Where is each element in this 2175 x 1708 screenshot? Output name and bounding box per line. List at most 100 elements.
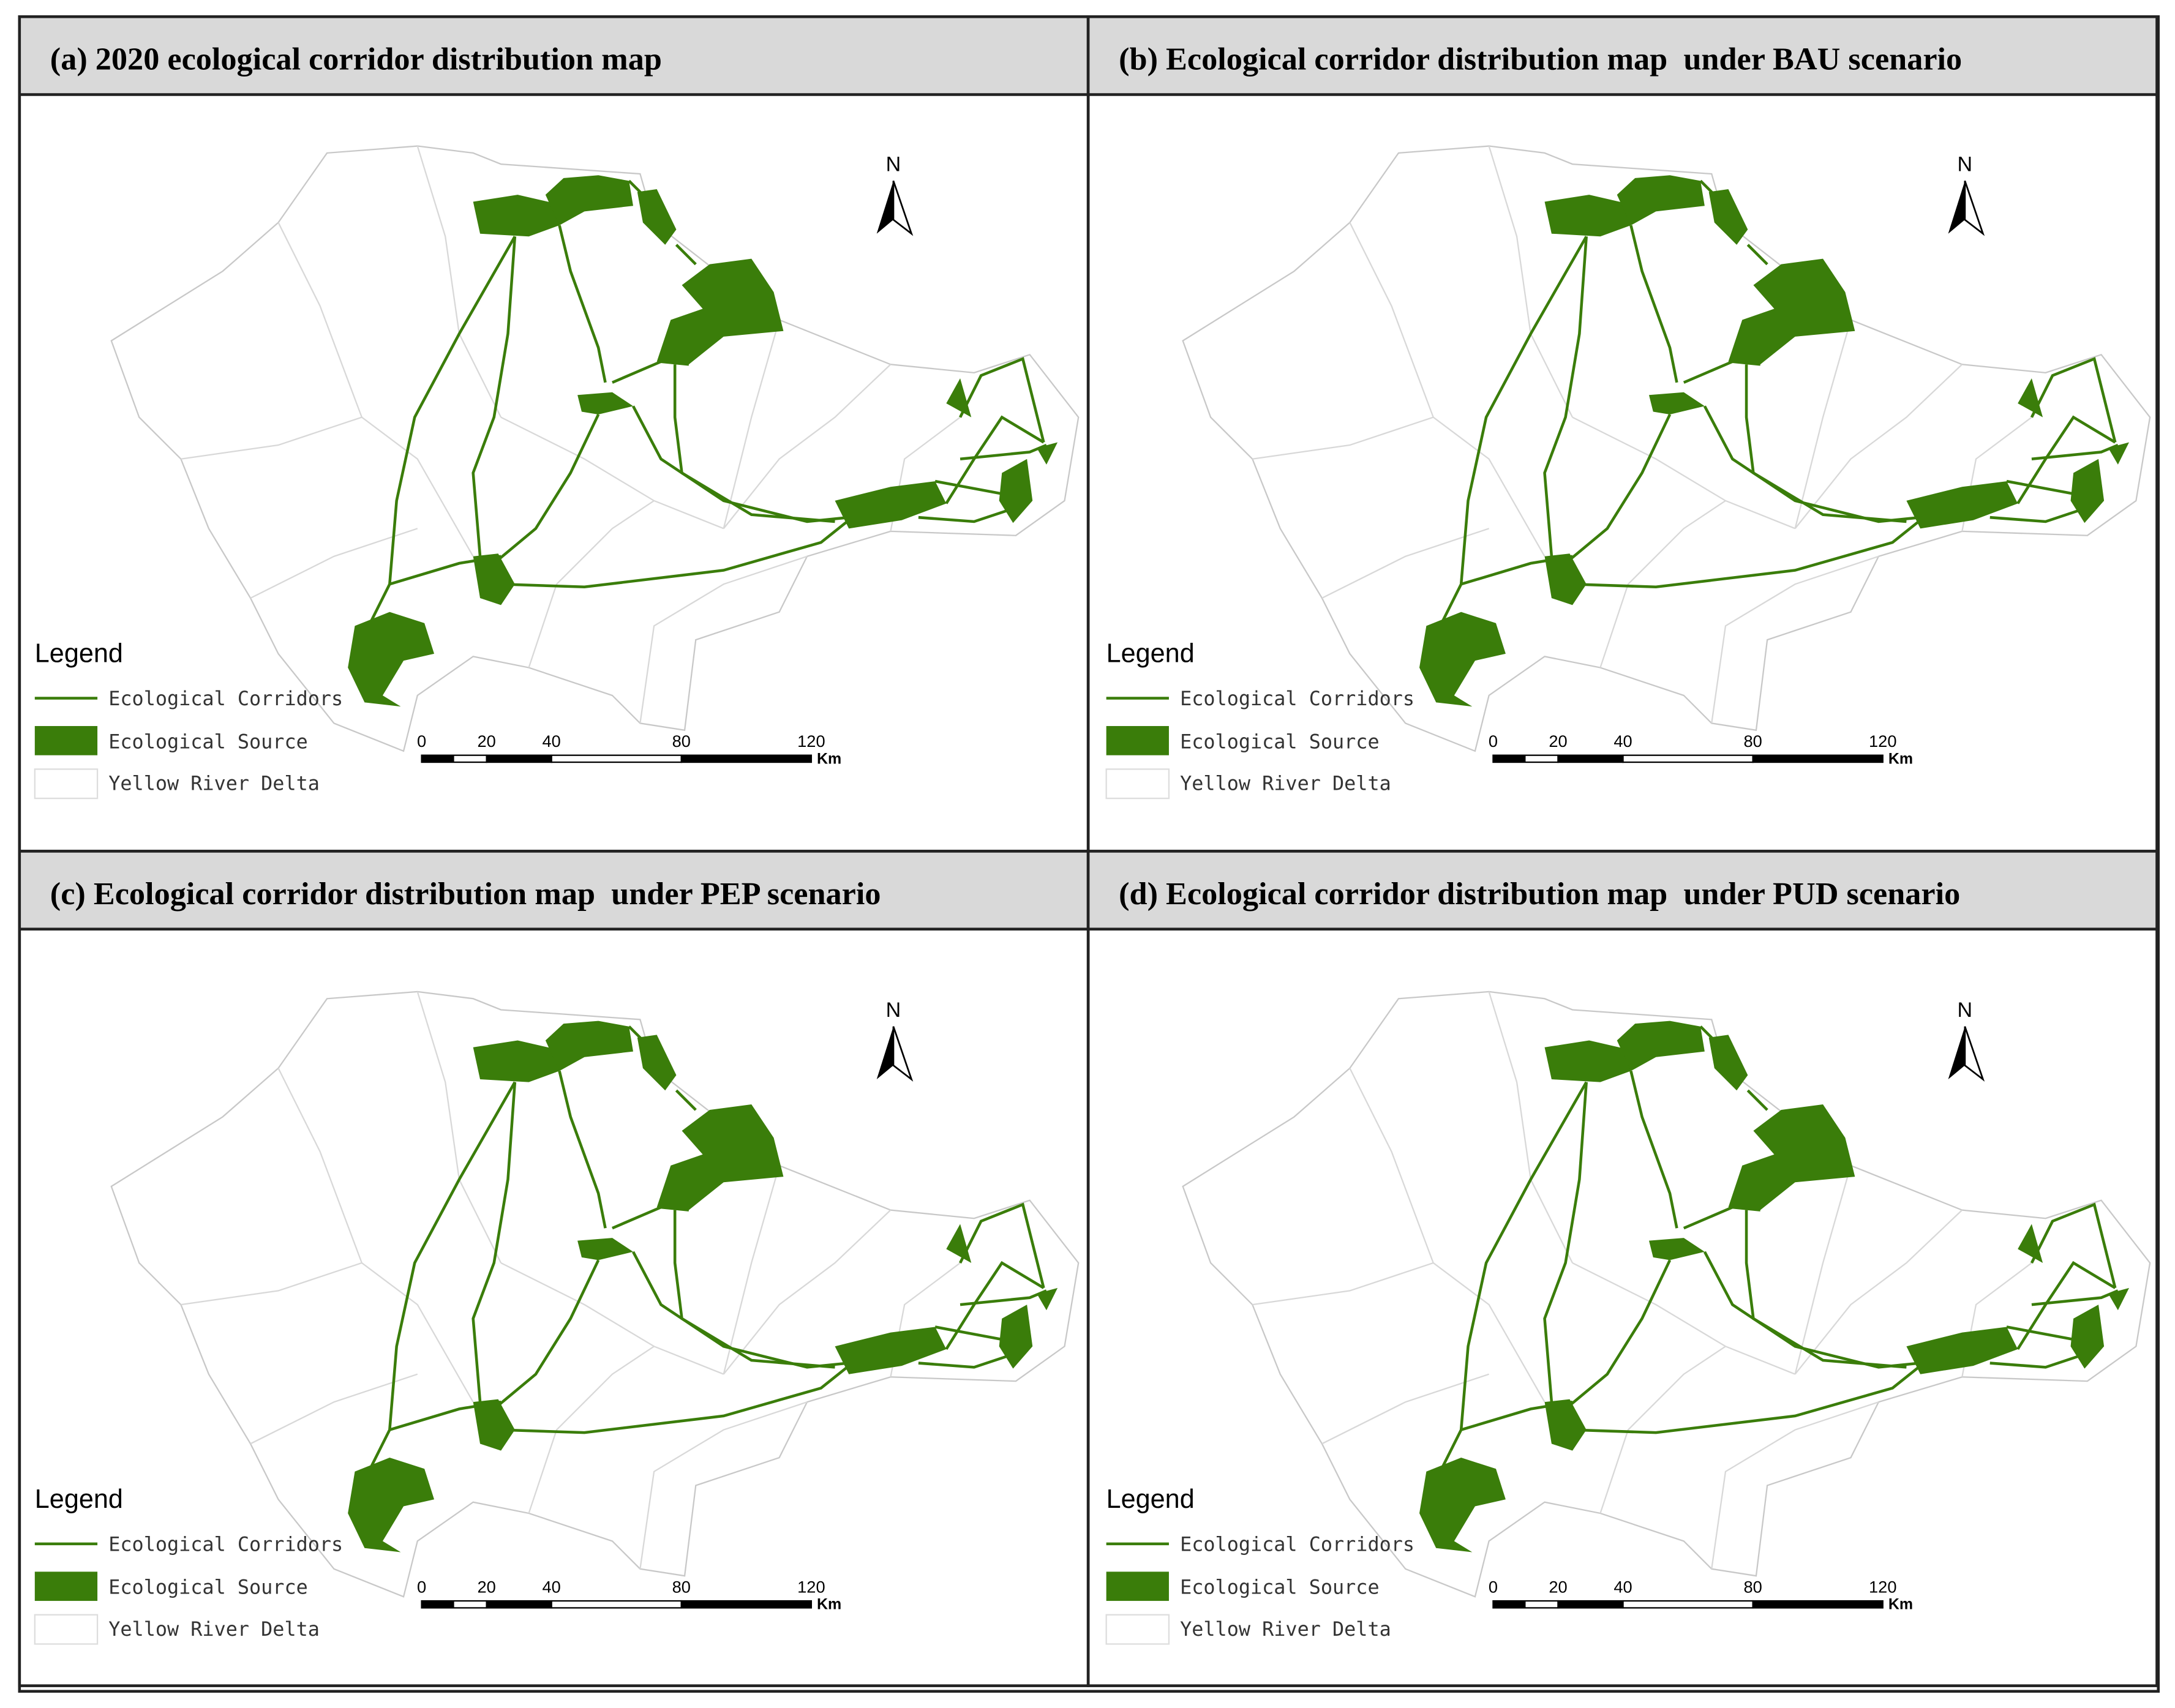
legend-swatch bbox=[1106, 725, 1169, 755]
scale-label: 0 bbox=[417, 732, 426, 751]
corridor bbox=[675, 1089, 697, 1111]
corridor bbox=[471, 236, 517, 556]
scale-label: 80 bbox=[672, 1577, 691, 1596]
county-boundary bbox=[528, 500, 655, 668]
scale-segment bbox=[1557, 1600, 1624, 1609]
ecological-source bbox=[1037, 442, 1058, 465]
ecological-source bbox=[999, 459, 1033, 523]
corridor bbox=[2030, 1202, 2117, 1289]
north-arrow bbox=[1964, 1026, 1985, 1082]
corridor bbox=[675, 244, 697, 266]
scale-label: 120 bbox=[1869, 1577, 1896, 1596]
north-label: N bbox=[1958, 152, 1973, 176]
corridor bbox=[1629, 1070, 1678, 1229]
corridor bbox=[960, 1289, 1047, 1306]
county-boundary bbox=[277, 1068, 474, 1403]
ecological-source bbox=[835, 481, 947, 529]
county-boundary bbox=[1572, 1262, 1796, 1375]
county-boundary bbox=[723, 320, 780, 529]
panel: (c) Ecological corridor distribution map… bbox=[18, 850, 1090, 1687]
legend-title: Legend bbox=[35, 639, 123, 668]
scale-label: 80 bbox=[1744, 732, 1762, 751]
legend-swatch bbox=[1105, 768, 1170, 800]
scale-label: 0 bbox=[417, 1577, 426, 1596]
scale-unit: Km bbox=[1888, 750, 1913, 767]
corridor bbox=[945, 415, 1045, 504]
north-arrow bbox=[892, 180, 914, 236]
legend-label: Yellow River Delta bbox=[108, 771, 320, 795]
corridor bbox=[1989, 506, 2088, 523]
county-boundary bbox=[723, 364, 892, 530]
county-boundary bbox=[277, 222, 474, 557]
ecological-source bbox=[946, 1224, 972, 1263]
corridor bbox=[1683, 1205, 1761, 1230]
title-bar bbox=[1086, 850, 2158, 931]
ecological-source bbox=[545, 175, 634, 226]
county-boundary bbox=[1349, 1068, 1546, 1403]
county-boundary bbox=[1252, 416, 1434, 460]
county-boundary bbox=[181, 1262, 362, 1306]
scale-segment bbox=[550, 1600, 682, 1609]
region-boundary bbox=[110, 991, 1080, 1598]
county-boundary bbox=[1794, 1209, 1963, 1375]
legend-title: Legend bbox=[1106, 639, 1195, 668]
scale-label: 0 bbox=[1489, 1577, 1498, 1596]
corridor bbox=[558, 225, 607, 383]
legend-label: Ecological Source bbox=[108, 730, 307, 753]
corridor bbox=[960, 443, 1047, 461]
county-boundary bbox=[1599, 1346, 1726, 1514]
legend-label: Yellow River Delta bbox=[1180, 771, 1391, 795]
ecological-source bbox=[2018, 378, 2043, 418]
county-boundary bbox=[1488, 991, 1574, 1264]
ecological-source bbox=[1419, 612, 1506, 707]
corridor bbox=[673, 1210, 835, 1369]
corridor bbox=[367, 236, 516, 627]
county-boundary bbox=[181, 416, 362, 460]
corridor bbox=[2030, 357, 2117, 443]
county-boundary bbox=[1711, 1401, 1879, 1569]
ecological-source bbox=[473, 1040, 560, 1082]
corridor bbox=[1572, 513, 1928, 589]
ecological-source bbox=[577, 392, 634, 415]
legend-swatch bbox=[1105, 1614, 1170, 1645]
panel-title: (c) Ecological corridor distribution map… bbox=[50, 876, 881, 912]
legend-swatch bbox=[1106, 1571, 1169, 1601]
county-boundary bbox=[1711, 555, 1879, 724]
ecological-source bbox=[1648, 392, 1705, 415]
ecological-source bbox=[1617, 1021, 1705, 1071]
north-arrow bbox=[1948, 181, 1965, 234]
panel-title: (b) Ecological corridor distribution map… bbox=[1119, 42, 1962, 77]
ecological-source bbox=[577, 1238, 634, 1260]
county-boundary bbox=[500, 1262, 724, 1375]
panel-frame bbox=[18, 850, 1090, 1687]
ecological-source bbox=[2108, 1287, 2130, 1311]
legend-label: Ecological Corridors bbox=[1180, 687, 1414, 710]
county-boundary bbox=[1321, 528, 1489, 599]
ecological-source bbox=[637, 1035, 677, 1091]
scale-label: 120 bbox=[1869, 732, 1896, 751]
title-bar bbox=[18, 850, 1090, 931]
legend-swatch bbox=[34, 1571, 98, 1601]
region-boundary bbox=[1182, 145, 2151, 752]
corridor bbox=[2031, 1289, 2119, 1306]
corridor bbox=[493, 414, 600, 564]
ecological-source bbox=[1419, 1458, 1506, 1553]
scale-label: 80 bbox=[672, 732, 691, 751]
ecological-source bbox=[1708, 189, 1748, 245]
scale-segment bbox=[1493, 1601, 1526, 1608]
corridor bbox=[959, 357, 1045, 443]
county-boundary bbox=[1572, 416, 1796, 530]
ecological-source bbox=[473, 195, 560, 237]
corridor bbox=[612, 360, 689, 384]
ecological-source bbox=[1728, 258, 1855, 365]
ecological-source bbox=[545, 1021, 634, 1071]
corridor bbox=[1565, 414, 1672, 564]
ecological-source bbox=[999, 1305, 1033, 1369]
ecological-source bbox=[1544, 1040, 1631, 1082]
legend-label: Ecological Source bbox=[1180, 730, 1379, 753]
scale-label: 40 bbox=[543, 1577, 561, 1596]
county-boundary bbox=[1794, 1165, 1852, 1374]
north-label: N bbox=[886, 998, 901, 1022]
scale-unit: Km bbox=[817, 750, 841, 767]
scale-segment bbox=[1493, 755, 1526, 763]
